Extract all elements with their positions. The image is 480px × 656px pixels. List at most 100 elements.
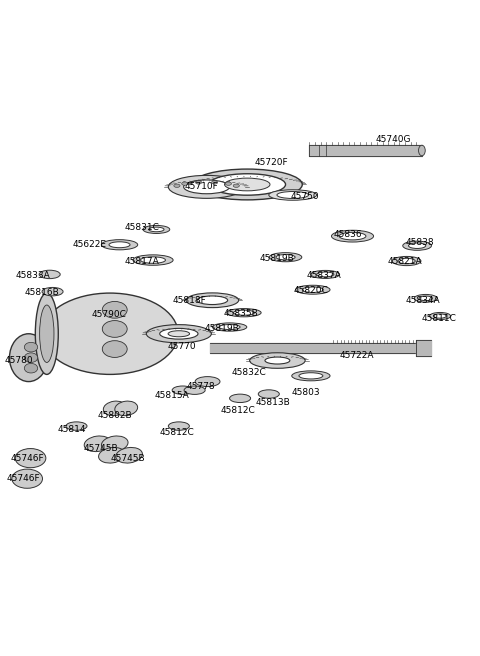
Ellipse shape [233,310,254,316]
Text: 45770: 45770 [168,342,196,351]
Ellipse shape [192,169,302,200]
Ellipse shape [212,181,218,184]
Ellipse shape [227,308,261,317]
Ellipse shape [98,447,125,463]
Ellipse shape [102,321,127,337]
Text: 45812C: 45812C [159,428,194,437]
Ellipse shape [149,227,164,232]
Ellipse shape [109,242,130,248]
Ellipse shape [209,174,286,195]
Text: 45831C: 45831C [125,223,159,232]
Text: 45790C: 45790C [91,310,126,319]
Text: 45778: 45778 [187,382,215,391]
Ellipse shape [10,334,48,382]
Ellipse shape [168,175,245,198]
Ellipse shape [419,296,432,300]
Ellipse shape [101,239,138,250]
Ellipse shape [42,293,178,375]
Ellipse shape [292,371,330,381]
Ellipse shape [103,401,126,416]
Ellipse shape [269,190,317,200]
Ellipse shape [168,422,190,430]
Ellipse shape [160,329,198,339]
Ellipse shape [392,256,421,266]
Ellipse shape [182,182,188,185]
Text: 45780: 45780 [5,356,34,365]
Ellipse shape [12,469,43,488]
Ellipse shape [24,353,38,363]
Ellipse shape [430,312,451,319]
Text: 45818F: 45818F [173,296,207,305]
Ellipse shape [146,325,211,343]
Ellipse shape [265,357,290,364]
Text: 45833A: 45833A [16,271,51,280]
Text: 45745B: 45745B [110,454,145,462]
Text: 45746F: 45746F [7,474,41,483]
Ellipse shape [332,230,373,242]
Ellipse shape [403,241,432,251]
Text: 45819B: 45819B [260,254,295,263]
Ellipse shape [302,287,324,293]
Text: 45817A: 45817A [125,257,159,266]
Ellipse shape [143,226,170,234]
Ellipse shape [36,293,58,375]
Text: 45835B: 45835B [224,309,258,318]
Text: 45722A: 45722A [340,351,374,360]
Text: 45740G: 45740G [375,134,411,144]
Text: 45812C: 45812C [220,406,255,415]
Ellipse shape [102,302,127,318]
Text: 45837A: 45837A [306,271,341,280]
Text: 45814: 45814 [58,425,86,434]
Text: 45838: 45838 [405,238,434,247]
Ellipse shape [212,323,247,331]
Ellipse shape [102,340,127,358]
Ellipse shape [225,182,231,185]
Ellipse shape [258,390,279,398]
Text: 45720F: 45720F [254,159,288,167]
Ellipse shape [296,285,330,294]
Text: 45802B: 45802B [97,411,132,420]
Text: 45836: 45836 [334,230,362,239]
Ellipse shape [172,386,193,394]
Text: 45820C: 45820C [294,286,328,295]
Ellipse shape [174,184,180,188]
Ellipse shape [419,145,425,155]
Ellipse shape [311,270,340,278]
Ellipse shape [414,295,437,302]
Ellipse shape [115,401,138,416]
Ellipse shape [225,178,270,191]
Ellipse shape [233,184,240,188]
Ellipse shape [116,447,143,463]
Ellipse shape [317,272,334,277]
Ellipse shape [39,270,60,279]
Ellipse shape [24,363,38,373]
Text: 45832C: 45832C [231,367,266,377]
Text: 45803: 45803 [292,388,321,397]
Ellipse shape [184,386,205,394]
Text: 45815A: 45815A [155,392,190,400]
Ellipse shape [84,436,111,451]
Text: 45811C: 45811C [421,314,456,323]
Ellipse shape [101,436,128,451]
Ellipse shape [168,331,190,337]
Ellipse shape [339,232,366,240]
Ellipse shape [229,394,251,403]
Ellipse shape [408,243,426,249]
Ellipse shape [276,255,295,260]
Text: 45745B: 45745B [83,444,118,453]
Text: 45816B: 45816B [24,287,59,297]
Text: 45746F: 45746F [11,454,44,462]
Ellipse shape [250,353,305,368]
Ellipse shape [66,422,87,430]
Ellipse shape [398,258,415,264]
Text: 45834A: 45834A [406,296,440,305]
Text: 45821A: 45821A [388,256,422,266]
Text: 45622E: 45622E [72,240,107,249]
Ellipse shape [195,377,220,386]
Ellipse shape [184,180,229,194]
Ellipse shape [40,305,54,363]
Ellipse shape [15,449,46,468]
Text: 45813B: 45813B [255,398,290,407]
Ellipse shape [141,257,166,263]
Ellipse shape [42,287,63,296]
